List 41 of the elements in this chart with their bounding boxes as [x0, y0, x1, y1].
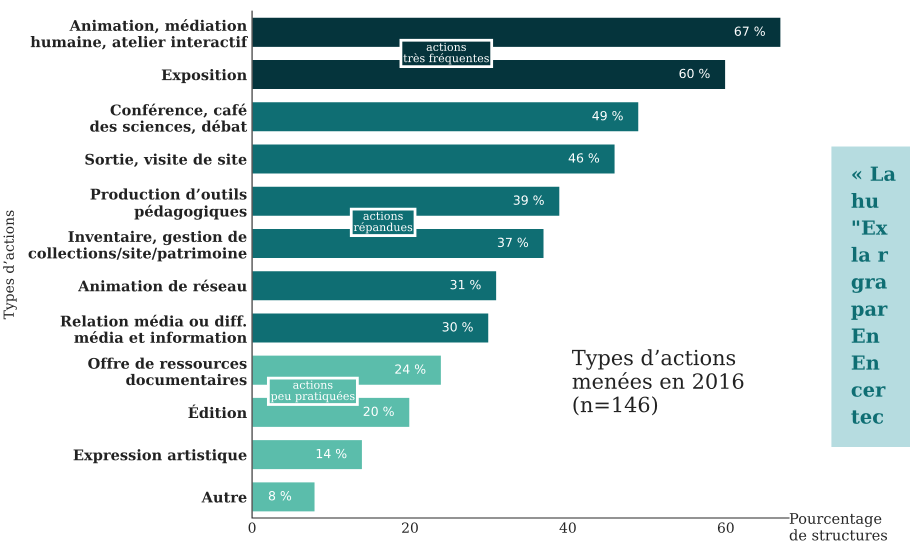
data-label: 46 % — [568, 153, 600, 163]
data-label: 39 % — [514, 195, 544, 205]
y-tick-label: Inventaire, gestion de collections/site/patrimoine — [28, 230, 247, 262]
x-tick-label: 0 — [248, 522, 256, 533]
bar — [252, 270, 498, 302]
data-label: 49 % — [592, 110, 623, 120]
data-label: 60 % — [679, 68, 710, 78]
y-tick-label: Offre de ressources documentaires — [88, 358, 247, 386]
bar — [252, 480, 316, 513]
data-label: 30 % — [442, 322, 473, 332]
annotation: actions très fréquentes — [403, 42, 489, 64]
x-tick-label: 40 — [559, 522, 576, 533]
y-tick-label: Conférence, café des sciences, débat — [90, 104, 248, 134]
data-label: 24 % — [395, 364, 426, 374]
data-label: 31 % — [450, 280, 481, 290]
y-tick-label: Expression artistique — [74, 449, 247, 464]
annotation: actions répandues — [354, 212, 412, 234]
annotation: actions peu pratiquées — [270, 380, 355, 402]
y-tick-label: Sortie, visite de site — [85, 153, 247, 167]
data-label: 20 % — [364, 406, 394, 416]
data-label: 37 % — [498, 238, 528, 248]
data-label: 67 % — [734, 26, 765, 36]
y-tick-label: Relation média ou diff. média et information — [60, 314, 247, 343]
bar — [252, 143, 616, 175]
y-tick-label: Exposition — [162, 69, 247, 84]
x-tick-label: 20 — [402, 522, 418, 533]
x-tick-label: 60 — [718, 522, 734, 533]
data-label: 8 % — [268, 491, 292, 501]
bar — [252, 438, 364, 471]
bar — [252, 312, 490, 344]
y-tick-label: Animation, médiation humaine, atelier interactif — [30, 19, 248, 50]
y-tick-label: Production d’outils pédagogiques — [90, 188, 247, 220]
data-label: 14 % — [316, 448, 346, 458]
bar — [252, 100, 640, 133]
x-axis-title: Pourcentage de structures — [790, 513, 888, 541]
y-axis-title: Types d’actions — [3, 210, 17, 320]
text: Types d’actions menées en 2016 (n=146) — [572, 349, 744, 416]
text: « La hu "Ex la r gra par En En cer tec — [851, 166, 896, 424]
y-tick-label: Édition — [188, 404, 247, 418]
y-tick-label: Animation de réseau — [78, 280, 247, 292]
y-tick-label: Autre — [201, 492, 247, 503]
